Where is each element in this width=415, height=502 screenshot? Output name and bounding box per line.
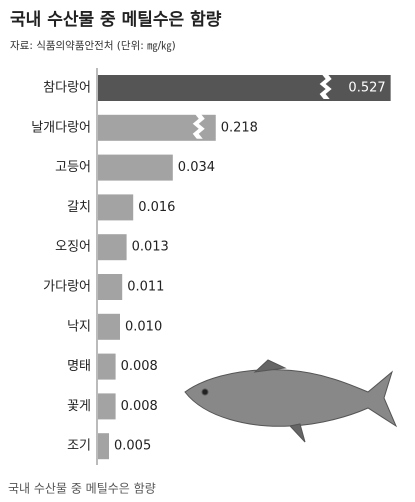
- y-tick-label: 명태: [67, 359, 91, 374]
- value-label: 0.013: [132, 240, 169, 255]
- bar: [98, 194, 134, 221]
- y-tick-label: 참다랑어: [43, 81, 91, 96]
- axis-break: [192, 113, 205, 139]
- y-tick-label: 낙지: [67, 319, 91, 334]
- fish-illustration: [184, 359, 398, 443]
- y-tick-label: 오징어: [55, 240, 91, 255]
- chart-subtitle: 자료: 식품의약품안전처 (단위: ㎎/㎏): [10, 39, 176, 52]
- value-label: 0.527: [348, 81, 385, 96]
- caption: 국내 수산물 중 메틸수은 함량: [8, 482, 156, 496]
- bar: [98, 154, 173, 181]
- value-label: 0.008: [121, 359, 158, 374]
- value-label: 0.005: [114, 439, 151, 454]
- y-tick-label: 갈치: [67, 200, 91, 215]
- bar: [98, 353, 116, 380]
- axis-break: [319, 74, 332, 99]
- chart-title: 국내 수산물 중 메틸수은 함량: [10, 9, 222, 30]
- bar: [98, 234, 127, 261]
- value-label: 0.011: [127, 280, 164, 295]
- y-tick-label: 날개다랑어: [31, 120, 91, 135]
- y-tick-label: 조기: [67, 439, 91, 454]
- bar: [98, 393, 116, 420]
- value-label: 0.010: [125, 319, 162, 334]
- bar: [98, 274, 123, 300]
- bar: [98, 433, 109, 460]
- value-label: 0.008: [121, 399, 158, 414]
- value-label: 0.218: [221, 120, 258, 135]
- bar: [98, 75, 391, 101]
- y-tick-label: 가다랑어: [43, 280, 91, 295]
- bar: [98, 313, 120, 340]
- value-label: 0.034: [178, 160, 215, 175]
- value-label: 0.016: [138, 200, 175, 215]
- y-tick-label: 고등어: [55, 160, 91, 175]
- y-tick-label: 꽃게: [67, 399, 91, 414]
